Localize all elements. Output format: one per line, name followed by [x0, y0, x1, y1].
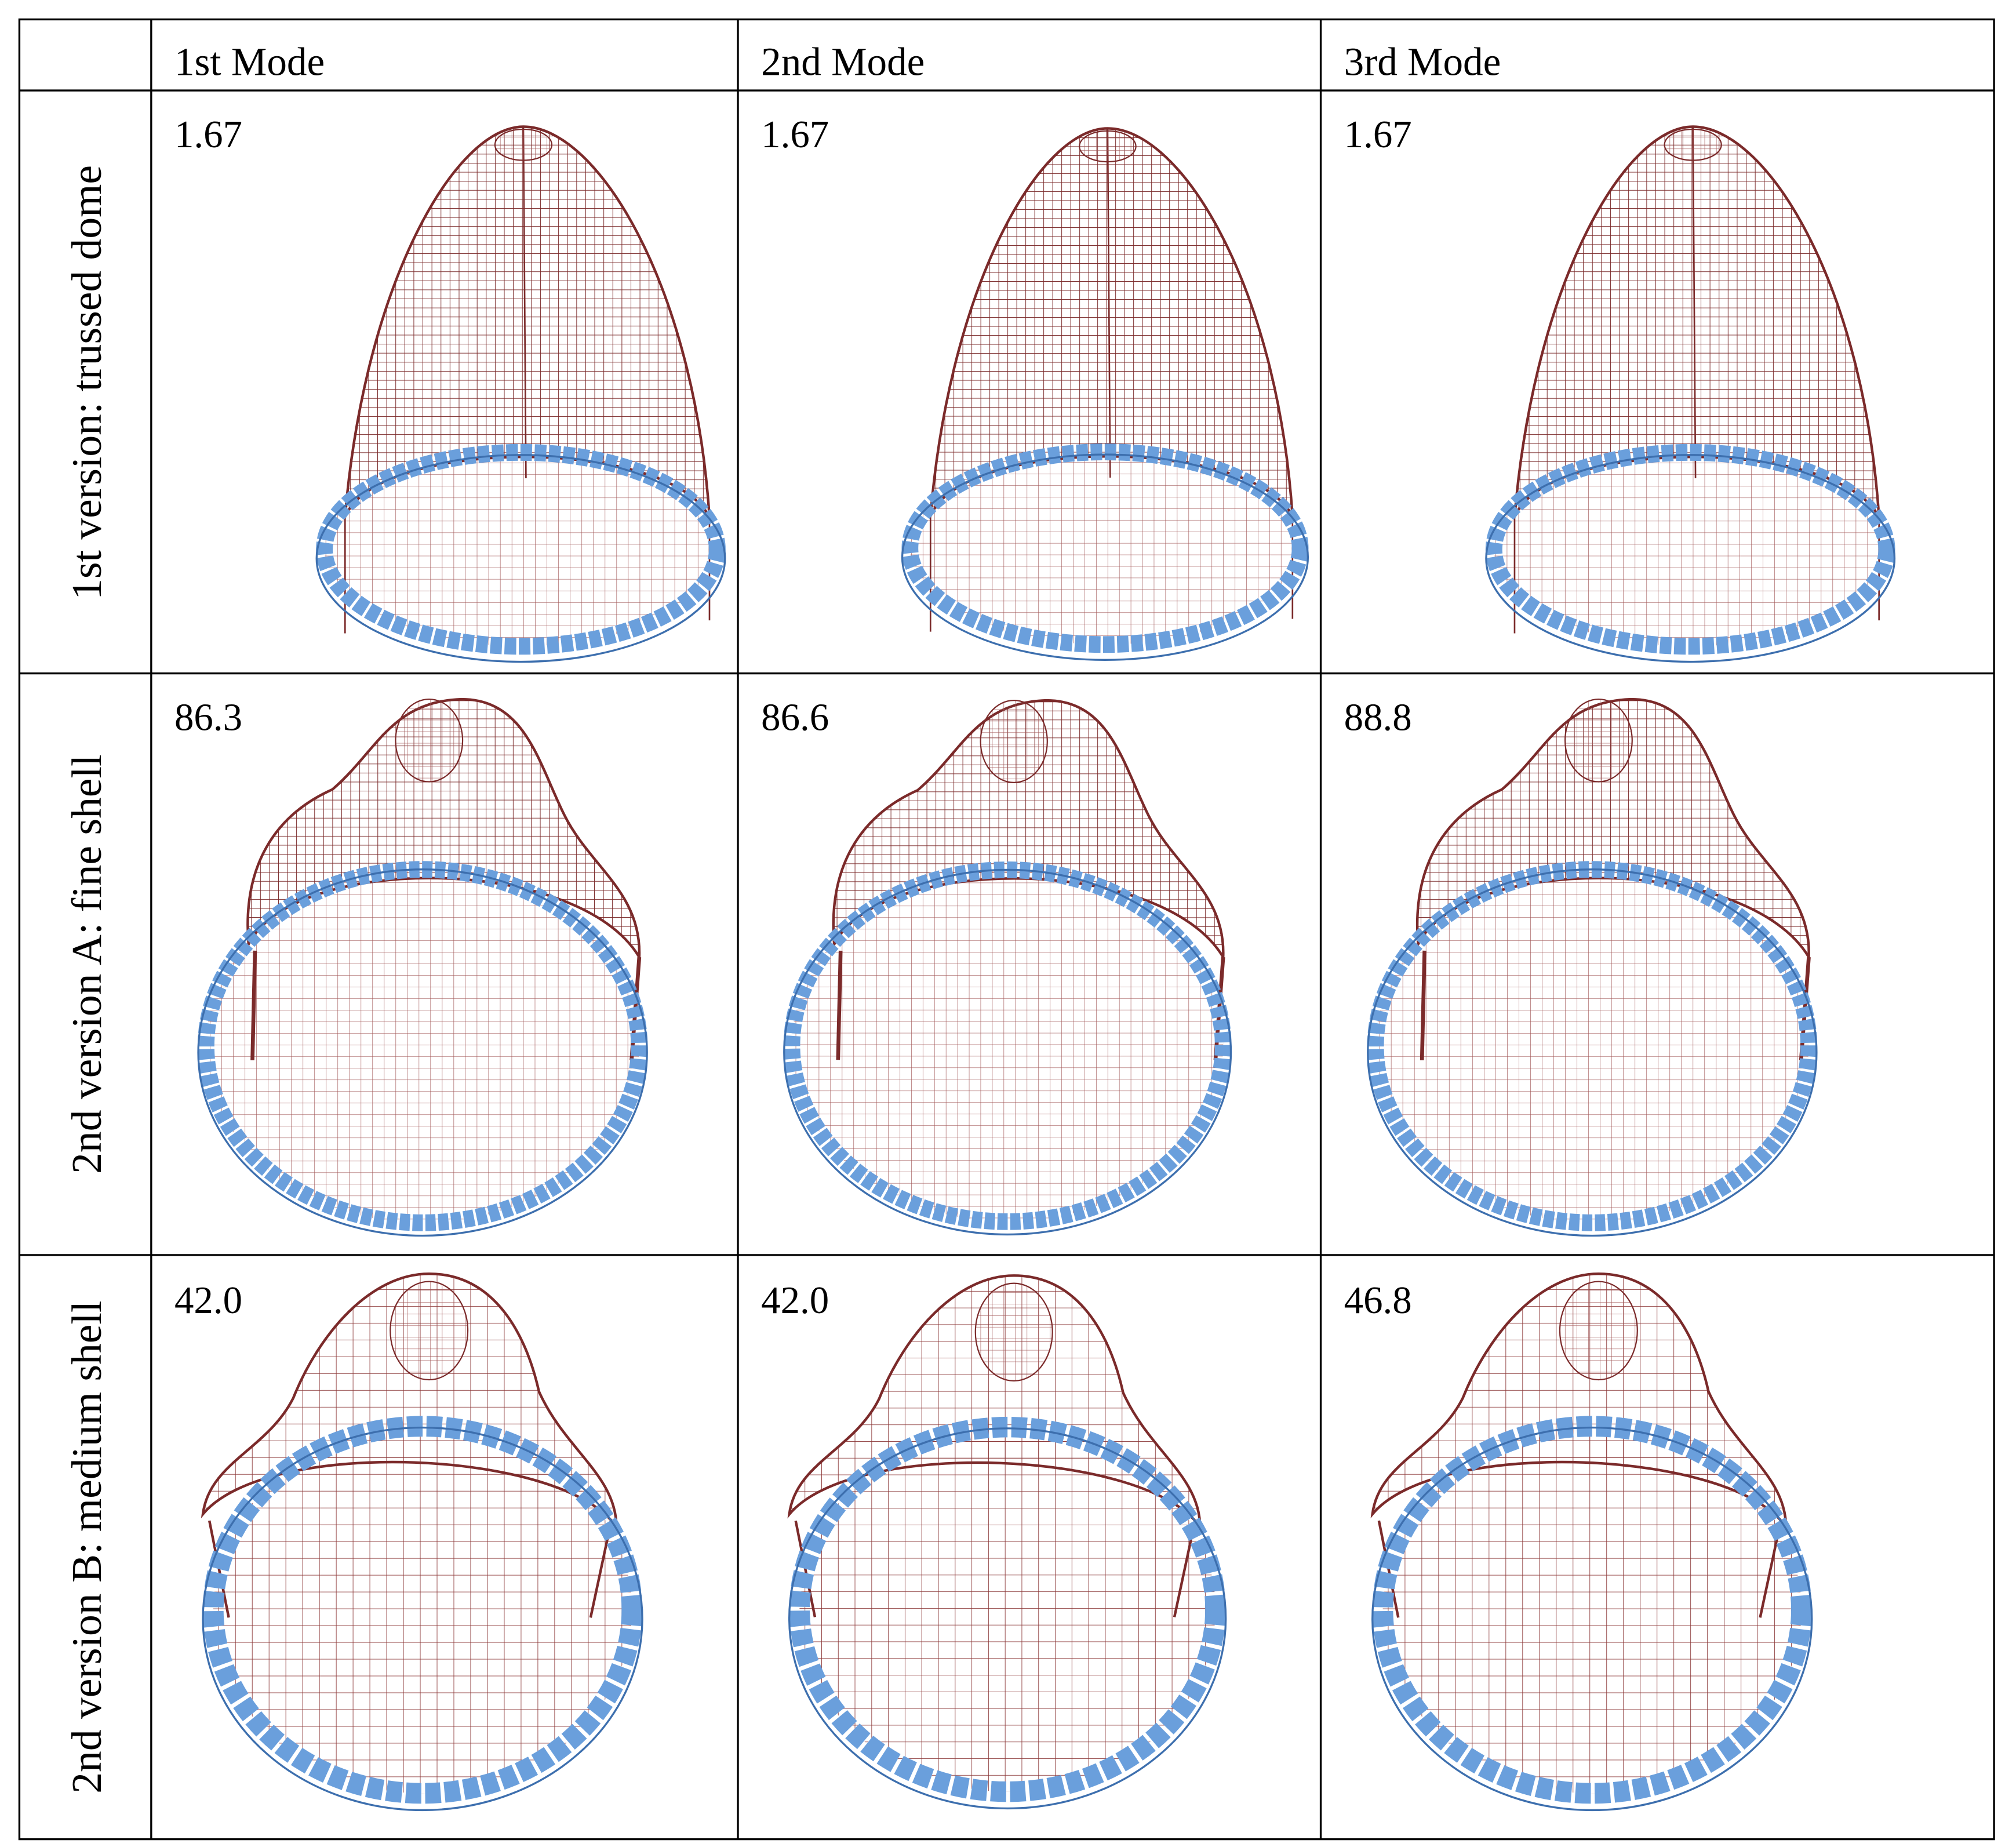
- dome-image: [198, 699, 647, 1235]
- header-cell: 1st Mode: [174, 39, 325, 83]
- dome-image: [789, 1275, 1226, 1808]
- row-label: 2nd version B: medium shell: [63, 1301, 110, 1794]
- mode-value: 1.67: [174, 113, 242, 156]
- header-row: 1st Mode 2nd Mode 3rd Mode: [174, 39, 1501, 83]
- dome-image: [903, 128, 1308, 660]
- dome-image: [203, 1274, 642, 1810]
- table-border: [18, 18, 1995, 1841]
- dome-image: [1486, 127, 1895, 662]
- dome-image: [1373, 1274, 1812, 1810]
- dome-image: [316, 127, 725, 662]
- header-cell: 3rd Mode: [1344, 39, 1501, 83]
- mode-value: 1.67: [761, 113, 829, 156]
- mode-value: 86.6: [761, 696, 829, 739]
- mode-value: 88.8: [1344, 696, 1412, 739]
- mode-value: 42.0: [174, 1279, 242, 1322]
- row-label: 1st version: trussed dome: [63, 165, 110, 600]
- mode-value: 86.3: [174, 696, 242, 739]
- table-grid: [18, 18, 1995, 1841]
- dome-image: [784, 700, 1231, 1234]
- mode-value: 42.0: [761, 1279, 829, 1322]
- mode-value: 1.67: [1344, 113, 1412, 156]
- header-cell: 2nd Mode: [761, 39, 925, 83]
- row-label: 2nd version A: fine shell: [63, 755, 110, 1174]
- mode-values: 1.67 1.67 1.67 86.3 86.6 88.8 42.0 42.0 …: [174, 113, 1412, 1322]
- mode-value: 46.8: [1344, 1279, 1412, 1322]
- row-labels: 1st version: trussed dome 2nd version A:…: [63, 165, 110, 1794]
- dome-image: [1368, 699, 1817, 1235]
- dome-illustrations: [198, 127, 1894, 1810]
